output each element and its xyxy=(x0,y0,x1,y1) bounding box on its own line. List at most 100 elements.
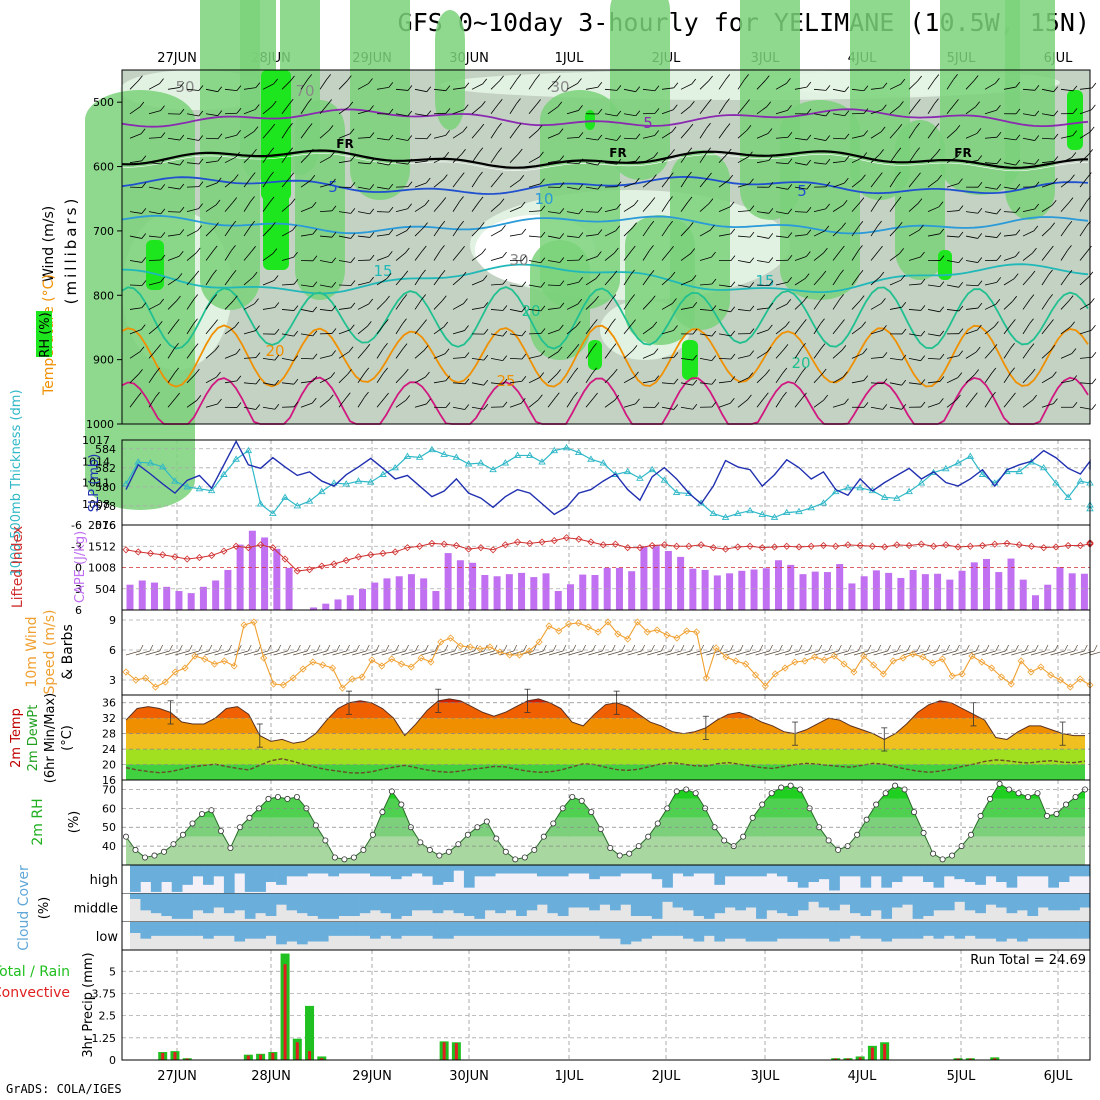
wind-barb-flag xyxy=(269,147,275,154)
wind-barb-flag xyxy=(578,105,583,111)
wind-barb xyxy=(281,283,295,286)
wind-barb xyxy=(661,330,674,335)
cloud-cell xyxy=(630,893,642,916)
cloud-cell xyxy=(818,865,830,880)
cloud-cell xyxy=(453,893,465,914)
rh-point xyxy=(540,833,547,840)
cloud-cell xyxy=(610,893,621,911)
wind-barb-flag xyxy=(479,222,485,228)
cape-bar xyxy=(187,593,195,610)
rh-point xyxy=(787,782,794,789)
wind10m-barb-flag xyxy=(1093,644,1098,652)
wind-barb-flag xyxy=(977,208,983,214)
wind-barb-flag xyxy=(139,101,145,108)
cloud-cell xyxy=(380,865,392,877)
lifted-index-point xyxy=(562,534,571,542)
wind-barb xyxy=(623,324,632,335)
wind-barb xyxy=(490,177,499,188)
wind-barb-flag xyxy=(786,298,792,305)
wind-barb-flag xyxy=(1071,348,1077,354)
contour-label: 5 xyxy=(328,178,338,196)
wind-barb xyxy=(414,350,425,359)
thickness-point xyxy=(746,506,754,514)
wind-speed-point xyxy=(958,670,966,678)
wind-barb-flag xyxy=(996,232,1002,238)
rh-point xyxy=(911,809,918,816)
pressure-tick-label: 500 xyxy=(93,96,114,109)
wind-barb-flag xyxy=(443,321,449,328)
wind-barb xyxy=(547,235,560,239)
precip-tick: 0 xyxy=(109,1054,116,1067)
cloud-cell xyxy=(505,865,517,874)
cloud-cell xyxy=(359,921,371,936)
wind10m-barb-flag xyxy=(533,644,537,652)
wind10m-barb xyxy=(991,650,1006,656)
wind-barb-flag xyxy=(749,257,755,263)
wind-barb-flag xyxy=(442,174,448,180)
cape-bar xyxy=(787,564,795,610)
wind10m-barb xyxy=(411,650,426,656)
wind-barb-flag xyxy=(653,348,659,354)
wind-speed-point xyxy=(279,681,287,689)
wind-barb xyxy=(680,152,689,163)
wind-barb xyxy=(167,324,176,335)
wind-barb-flag xyxy=(516,74,522,80)
wind-barb-flag xyxy=(307,98,312,104)
wind-barb xyxy=(832,376,844,384)
rh-point xyxy=(1015,790,1022,797)
cloud-cell xyxy=(276,893,287,905)
wind-barb-flag xyxy=(426,110,432,116)
wind10m-barb xyxy=(617,650,632,656)
wind-speed-point xyxy=(840,660,848,668)
rh-moist-column xyxy=(850,0,910,200)
wind-barb xyxy=(319,355,332,359)
wind-barb-flag xyxy=(1072,402,1078,408)
wind-barb-flag xyxy=(540,257,546,263)
wind-barb-flag xyxy=(877,172,883,178)
wind-barb xyxy=(680,128,690,139)
wind-barb xyxy=(528,309,541,312)
wind-barb xyxy=(851,135,864,139)
wind-barb-flag xyxy=(691,275,697,281)
wind-barb xyxy=(927,309,940,313)
run-total-label: Run Total = 24.69 xyxy=(970,953,1086,968)
wind-barb xyxy=(775,372,784,384)
wind10m-barb-flag xyxy=(670,644,675,652)
rh-point xyxy=(493,835,500,842)
cloud-cell xyxy=(1027,865,1039,877)
cape-bar xyxy=(444,553,452,610)
precip-convective-bar xyxy=(968,1058,972,1060)
wind10m-barb-flag xyxy=(739,644,744,652)
wind-barb xyxy=(889,306,902,310)
wind-barb xyxy=(775,281,788,286)
cloud-cell xyxy=(223,865,235,894)
wind-barb-flag xyxy=(1030,368,1036,375)
wind-barb xyxy=(889,382,902,386)
wind-barb-flag xyxy=(901,379,907,386)
wind-speed-point xyxy=(594,628,602,636)
wind-barb-flag xyxy=(977,155,983,161)
wind-barb xyxy=(319,104,328,115)
wind-barb-flag xyxy=(141,208,147,214)
wind-barb-flag xyxy=(748,151,753,158)
wind10m-barb xyxy=(962,650,977,656)
precip-convective-bar xyxy=(454,1043,458,1060)
wind-barb-flag xyxy=(975,346,981,353)
wind10m-barb-flag xyxy=(926,644,931,652)
cloud-cell xyxy=(526,921,538,936)
cloud-cell xyxy=(286,921,298,942)
wind10m-barb xyxy=(1050,650,1065,656)
rh-point xyxy=(768,790,775,797)
wind10m-barb-flag xyxy=(582,644,586,652)
wind-barb-flag xyxy=(1088,149,1094,155)
lifted-index-point xyxy=(208,551,216,560)
cloud-cell xyxy=(724,921,736,939)
wind-barb xyxy=(775,396,783,408)
cloud-cell xyxy=(516,865,527,874)
wind10m-barb-flag xyxy=(1005,644,1009,652)
wind10m-barb-flag xyxy=(346,644,350,652)
wind-barb-flag xyxy=(863,402,869,408)
wind-barb xyxy=(851,380,864,384)
cloud-cell xyxy=(244,865,256,892)
wind-barb xyxy=(965,374,975,384)
